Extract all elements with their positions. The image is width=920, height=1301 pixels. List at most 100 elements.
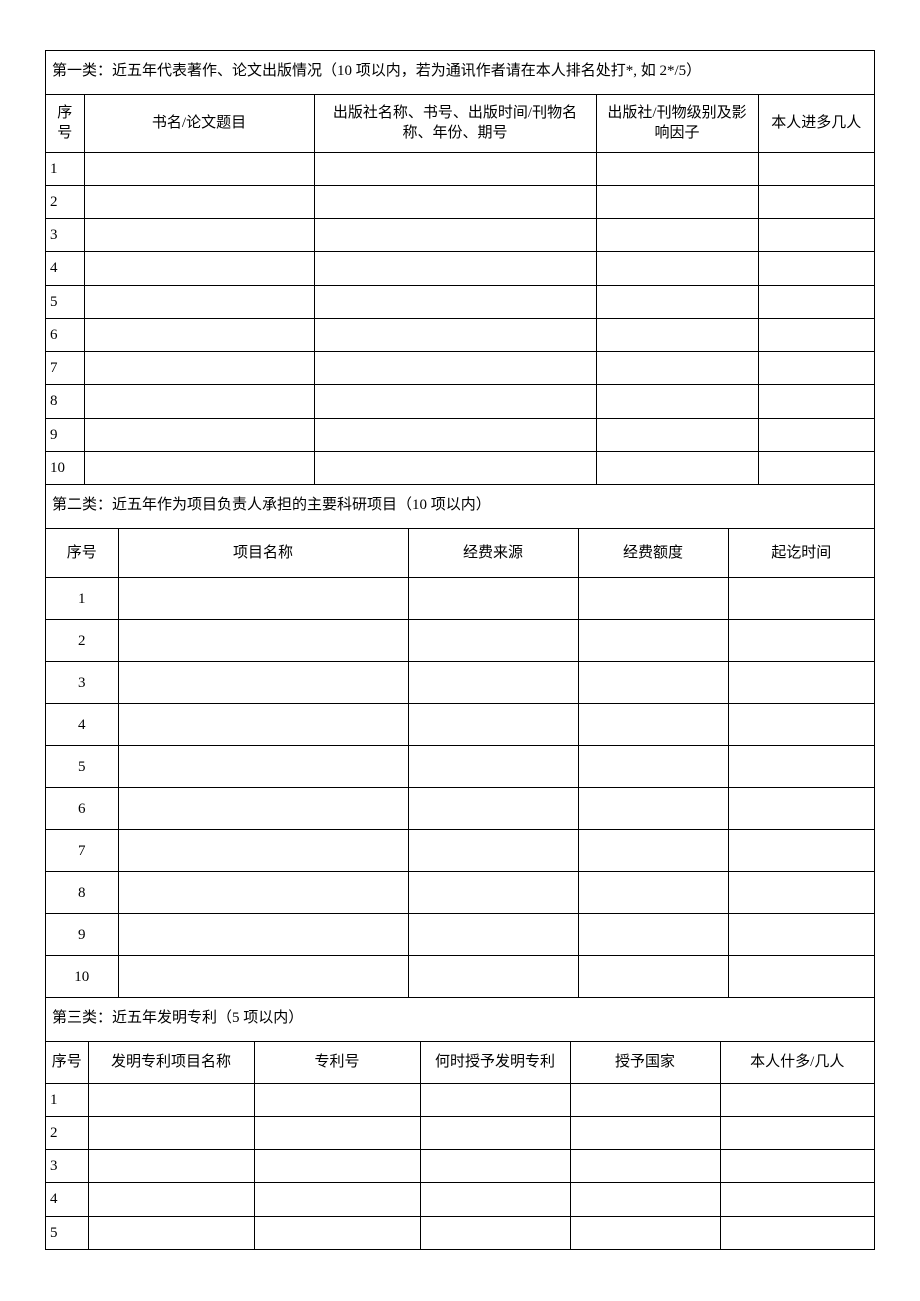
table-cell: 1 xyxy=(46,152,84,185)
table-cell xyxy=(578,788,728,830)
table-cell xyxy=(118,956,408,998)
table-cell xyxy=(728,956,874,998)
table-row: 10 xyxy=(46,451,874,484)
table-cell xyxy=(314,252,596,285)
table-row: 4 xyxy=(46,1183,874,1216)
table-row: 1 xyxy=(46,152,874,185)
table-cell xyxy=(728,914,874,956)
table-cell xyxy=(314,385,596,418)
table-cell xyxy=(84,385,314,418)
s2-col-name: 项目名称 xyxy=(118,529,408,578)
table-cell xyxy=(84,352,314,385)
table-cell xyxy=(578,578,728,620)
table-cell: 3 xyxy=(46,662,118,704)
table-cell xyxy=(84,285,314,318)
table-cell: 7 xyxy=(46,830,118,872)
table-cell xyxy=(578,662,728,704)
table-cell xyxy=(88,1183,254,1216)
table-cell xyxy=(728,746,874,788)
table-row: 6 xyxy=(46,318,874,351)
table-cell xyxy=(420,1150,570,1183)
table-cell xyxy=(728,704,874,746)
s1-col-title: 书名/论文题目 xyxy=(84,95,314,152)
s1-col-level: 出版社/刊物级别及影响因子 xyxy=(596,95,758,152)
section1-header-row: 序号 书名/论文题目 出版社名称、书号、出版时间/刊物名称、年份、期号 出版社/… xyxy=(46,95,874,152)
s3-col-num: 专利号 xyxy=(254,1042,420,1083)
table-row: 7 xyxy=(46,352,874,385)
table-cell xyxy=(578,914,728,956)
table-cell xyxy=(84,185,314,218)
table-cell xyxy=(314,418,596,451)
table-cell xyxy=(596,219,758,252)
section3-body: 12345 xyxy=(46,1083,874,1249)
table-cell: 6 xyxy=(46,788,118,830)
table-cell xyxy=(758,385,874,418)
table-cell xyxy=(596,318,758,351)
table-cell: 8 xyxy=(46,385,84,418)
table-cell xyxy=(758,219,874,252)
table-cell xyxy=(408,914,578,956)
table-cell xyxy=(420,1216,570,1249)
s2-col-src: 经费来源 xyxy=(408,529,578,578)
table-row: 2 xyxy=(46,620,874,662)
table-cell xyxy=(118,704,408,746)
section2-table: 序号 项目名称 经费来源 经费额度 起讫时间 12345678910 xyxy=(46,529,874,998)
s3-col-name: 发明专利项目名称 xyxy=(88,1042,254,1083)
table-cell xyxy=(570,1083,720,1116)
table-cell xyxy=(578,830,728,872)
page-container: 第一类：近五年代表著作、论文出版情况（10 项以内，若为通讯作者请在本人排名处打… xyxy=(0,0,920,1290)
table-row: 5 xyxy=(46,746,874,788)
table-row: 5 xyxy=(46,1216,874,1249)
form-outer: 第一类：近五年代表著作、论文出版情况（10 项以内，若为通讯作者请在本人排名处打… xyxy=(45,50,875,1250)
table-row: 3 xyxy=(46,219,874,252)
table-cell: 6 xyxy=(46,318,84,351)
table-cell xyxy=(758,185,874,218)
table-row: 2 xyxy=(46,1116,874,1149)
table-row: 9 xyxy=(46,914,874,956)
s2-col-no: 序号 xyxy=(46,529,118,578)
table-cell xyxy=(728,620,874,662)
table-cell xyxy=(758,352,874,385)
table-cell xyxy=(758,451,874,484)
table-cell: 10 xyxy=(46,451,84,484)
table-cell: 9 xyxy=(46,418,84,451)
section3-header-row: 序号 发明专利项目名称 专利号 何时授予发明专利 授予国家 本人什多/几人 xyxy=(46,1042,874,1083)
table-cell xyxy=(408,704,578,746)
table-cell xyxy=(720,1083,874,1116)
table-cell xyxy=(728,830,874,872)
table-cell: 2 xyxy=(46,620,118,662)
table-cell xyxy=(408,788,578,830)
s3-col-rank: 本人什多/几人 xyxy=(720,1042,874,1083)
s2-col-amt: 经费额度 xyxy=(578,529,728,578)
table-cell xyxy=(596,451,758,484)
table-cell xyxy=(84,252,314,285)
table-cell xyxy=(408,578,578,620)
table-cell xyxy=(596,252,758,285)
table-cell xyxy=(596,418,758,451)
table-cell xyxy=(720,1150,874,1183)
section3-table: 序号 发明专利项目名称 专利号 何时授予发明专利 授予国家 本人什多/几人 12… xyxy=(46,1042,874,1250)
section3-title: 第三类：近五年发明专利（5 项以内） xyxy=(46,998,874,1042)
table-cell xyxy=(596,152,758,185)
table-cell xyxy=(578,620,728,662)
table-cell: 7 xyxy=(46,352,84,385)
table-cell xyxy=(758,318,874,351)
table-cell xyxy=(118,872,408,914)
table-row: 2 xyxy=(46,185,874,218)
table-cell xyxy=(88,1216,254,1249)
table-cell xyxy=(254,1150,420,1183)
table-row: 5 xyxy=(46,285,874,318)
table-cell xyxy=(88,1150,254,1183)
table-row: 8 xyxy=(46,385,874,418)
s3-col-no: 序号 xyxy=(46,1042,88,1083)
section2-body: 12345678910 xyxy=(46,578,874,998)
table-cell: 5 xyxy=(46,285,84,318)
table-cell xyxy=(314,352,596,385)
table-cell xyxy=(84,451,314,484)
table-cell: 2 xyxy=(46,1116,88,1149)
table-row: 3 xyxy=(46,1150,874,1183)
table-cell: 1 xyxy=(46,578,118,620)
table-cell xyxy=(118,662,408,704)
table-cell xyxy=(758,152,874,185)
table-cell xyxy=(720,1216,874,1249)
